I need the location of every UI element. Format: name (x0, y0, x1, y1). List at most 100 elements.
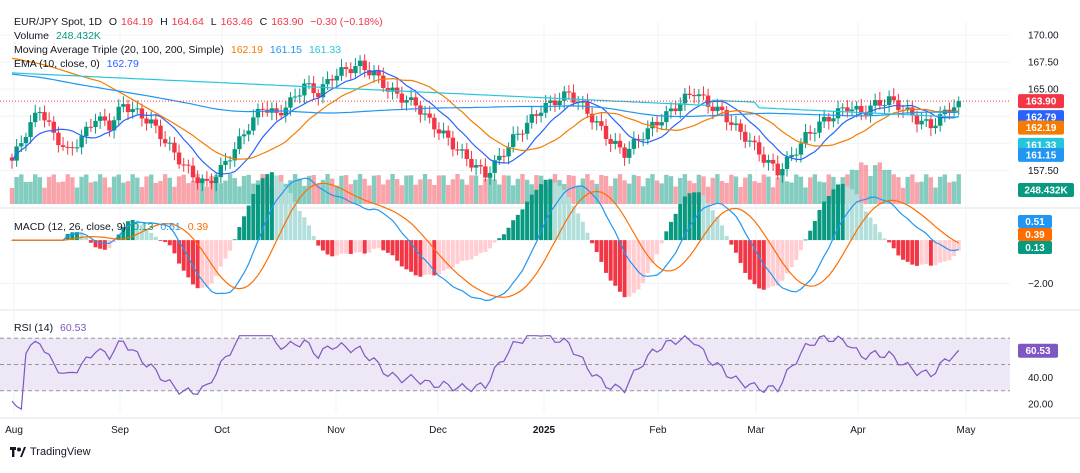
macd-histogram-bar (344, 240, 349, 254)
volume-bar (808, 177, 813, 204)
candle-body (371, 71, 377, 76)
macd-histogram-bar (854, 194, 859, 241)
volume-bar (594, 183, 599, 204)
macd-line (12, 177, 959, 302)
candle-body (956, 101, 961, 108)
volume-bar (362, 178, 367, 204)
macd-histogram-bar (418, 240, 423, 277)
rsi-value: 60.53 (60, 322, 87, 334)
candle-body (292, 96, 298, 98)
candle-body (650, 121, 655, 129)
macd-histogram-bar (488, 240, 492, 249)
volume-bar (209, 176, 214, 204)
macd-histogram-bar (181, 240, 186, 271)
candle-body (808, 131, 813, 134)
candle-body (190, 165, 196, 178)
macd-histogram-bar (371, 240, 376, 249)
volume-bar (116, 174, 121, 204)
volume-bar (200, 177, 205, 204)
volume-bar (97, 174, 103, 204)
volume-bar (631, 174, 637, 204)
candle-body (23, 137, 29, 144)
candle-body (497, 155, 502, 161)
volume-bar (237, 186, 242, 204)
volume-bar (19, 174, 24, 204)
macd-histogram-bar (330, 240, 335, 257)
rsi-tick-label: 40.00 (1028, 373, 1053, 384)
volume-bar (617, 174, 623, 204)
candle-body (111, 120, 117, 131)
macd-histogram-bar (585, 232, 590, 241)
candle-body (51, 121, 56, 133)
price-badge-label: 161.33 (1026, 140, 1057, 151)
candle-body (743, 131, 748, 142)
macd-histogram-bar (891, 240, 896, 249)
volume-bar (65, 174, 70, 204)
candle-body (60, 145, 66, 147)
brand-name: TradingView (30, 446, 91, 458)
candle-body (933, 125, 938, 129)
candle-body (339, 67, 344, 76)
candle-body (204, 178, 210, 181)
candle-body (353, 66, 358, 74)
macd-histogram-bar (190, 240, 195, 285)
footer-brand[interactable]: TradingView (10, 446, 91, 458)
volume-bar (357, 174, 363, 204)
macd-histogram-bar (79, 233, 84, 241)
candle-body (882, 105, 887, 107)
volume-bar (872, 165, 878, 204)
volume-bar (459, 179, 465, 204)
macd-histogram-bar (409, 240, 414, 272)
macd-histogram-bar (608, 240, 613, 281)
volume-bar (371, 175, 377, 204)
macd-histogram-bar (492, 240, 497, 243)
volume-bar (390, 174, 395, 204)
candle-body (176, 152, 182, 165)
candle-body (316, 93, 321, 98)
volume-bar (218, 183, 224, 204)
macd-badge (1018, 215, 1052, 228)
candle-body (84, 126, 89, 137)
macd-histogram-bar (766, 240, 771, 288)
candle-body (181, 164, 186, 166)
candle-body (28, 122, 33, 138)
time-axis-label: May (957, 425, 976, 436)
macd-histogram-bar (710, 210, 715, 241)
candle-body (924, 119, 929, 121)
volume-bar (399, 185, 405, 204)
volume-bar (826, 174, 831, 204)
macd-histogram-bar (928, 240, 933, 266)
close-value: 163.90 (271, 16, 304, 28)
candle-body (603, 125, 609, 139)
candle-body (868, 105, 873, 115)
volume-bar (664, 174, 669, 204)
macd-histogram-bar (901, 240, 906, 260)
candle-body (636, 138, 641, 140)
macd-histogram-bar (952, 240, 957, 257)
volume-bar (339, 175, 344, 204)
volume-bar (14, 177, 19, 204)
candle-body (654, 121, 660, 126)
macd-histogram-bar (831, 189, 836, 241)
macd-histogram-bar (627, 240, 632, 297)
macd-histogram-bar (613, 240, 618, 286)
volume-bar (413, 184, 418, 204)
ema-legend: EMA (10, close, 0) 162.79 (14, 58, 143, 71)
macd-histogram-bar (269, 172, 274, 241)
candle-body (348, 69, 353, 74)
candle-body (534, 114, 539, 116)
macd-histogram-bar (102, 240, 107, 250)
volume-bar (775, 177, 780, 204)
volume-bar (51, 174, 56, 204)
candle-body (817, 121, 822, 133)
volume-bar (645, 178, 650, 204)
macd-histogram-bar (200, 240, 205, 288)
volume-bar (367, 185, 372, 204)
price-tick-label: 157.50 (1028, 166, 1059, 177)
candle-body (613, 140, 618, 144)
candle-body (432, 117, 437, 130)
macd-histogram-bar (427, 240, 432, 275)
candle-body (543, 102, 548, 113)
